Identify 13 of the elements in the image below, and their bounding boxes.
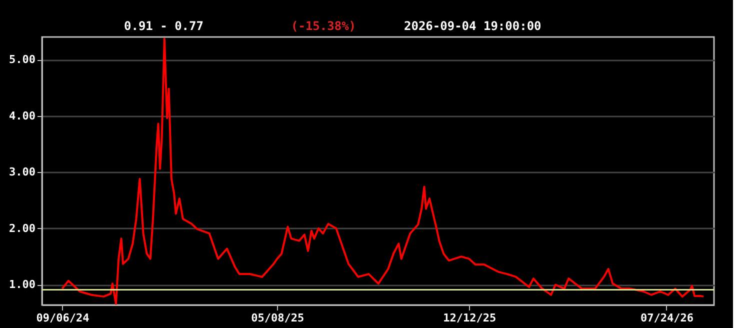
x-tick-label: 09/06/24 xyxy=(36,312,90,324)
y-tick-label: 5.00 xyxy=(9,53,36,66)
x-tick-label: 12/12/25 xyxy=(443,312,496,324)
x-tick-label: 05/08/25 xyxy=(251,312,304,324)
line-series xyxy=(61,38,704,305)
text: (-15.38%) xyxy=(291,19,356,33)
y-tick-label: 4.00 xyxy=(9,109,36,122)
y-tick-label: 3.00 xyxy=(9,166,36,179)
text: 2026-09-04 19:00:00 xyxy=(404,19,542,33)
y-tick-label: 2.00 xyxy=(9,222,36,235)
x-tick-label: 07/24/26 xyxy=(640,312,694,324)
text: 0.91 - 0.77 xyxy=(124,19,204,33)
y-tick-label: 1.00 xyxy=(9,278,36,292)
